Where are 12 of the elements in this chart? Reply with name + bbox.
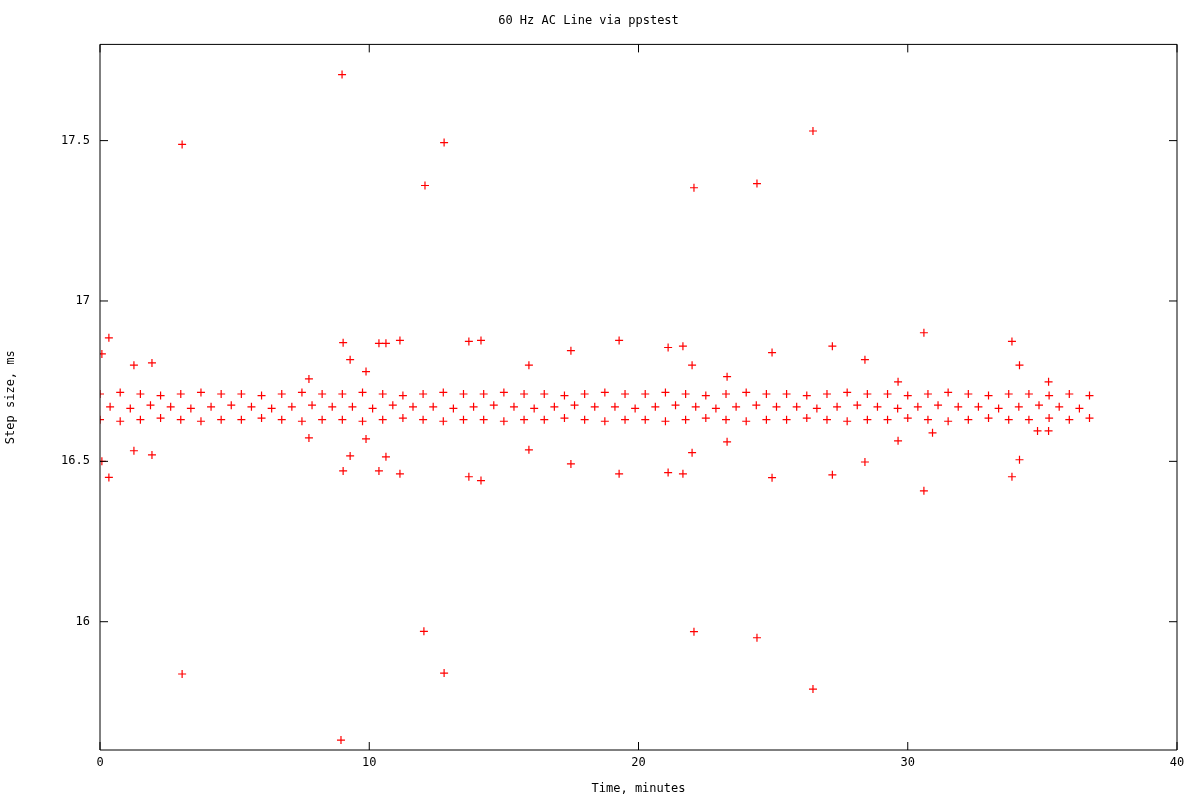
chart-title: 60 Hz AC Line via ppstest [498, 13, 679, 28]
x-tick-label: 20 [631, 755, 646, 770]
y-tick-label: 17 [75, 293, 90, 308]
x-axis-title: Time, minutes [591, 780, 686, 795]
x-tick-label: 40 [1169, 755, 1185, 770]
y-tick-label: 16 [75, 613, 90, 628]
y-tick-label: 17.5 [61, 132, 90, 147]
x-tick-label: 0 [96, 755, 104, 770]
x-tick-label: 30 [900, 755, 915, 770]
x-tick-label: 10 [362, 755, 377, 770]
y-axis-title: Step size, ms [3, 350, 18, 445]
y-tick-label: 16.5 [61, 453, 90, 468]
